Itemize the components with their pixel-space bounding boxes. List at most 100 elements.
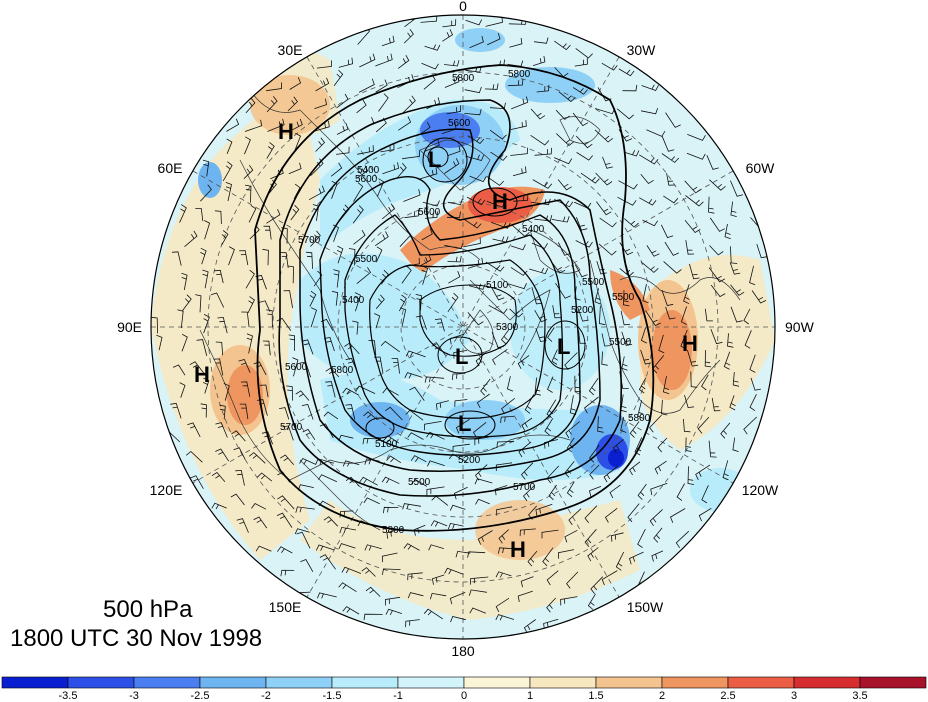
wind-barb [749, 265, 756, 286]
wind-barb [333, 69, 344, 86]
wind-barb [403, 28, 414, 44]
wind-barb [294, 528, 310, 535]
wind-barb [464, 86, 482, 94]
colorbar-swatch [397, 676, 465, 689]
wind-barb [282, 425, 294, 441]
wind-barb [243, 164, 254, 179]
wind-barb [211, 502, 227, 510]
wind-barb [325, 381, 336, 398]
wind-barb [323, 411, 339, 420]
wind-barb [293, 183, 301, 199]
wind-barb [244, 119, 263, 132]
wind-barb [377, 178, 385, 197]
wind-barb [517, 590, 533, 602]
wind-barb [177, 309, 184, 329]
wind-barb [316, 60, 332, 69]
wind-barb [283, 290, 293, 309]
wind-barb [690, 371, 698, 388]
contour-label: 5100 [486, 280, 509, 291]
wind-barb [331, 180, 338, 199]
wind-barb [450, 616, 466, 623]
wind-barb [315, 137, 326, 152]
wind-barb [743, 308, 751, 325]
lon-label: 90W [785, 319, 815, 335]
wind-barb [639, 197, 657, 206]
wind-barb [342, 460, 360, 467]
wind-barb [248, 205, 257, 223]
wind-barb [496, 506, 513, 516]
wind-barb [486, 200, 506, 208]
wind-barb [454, 399, 468, 407]
wind-barb [259, 384, 269, 398]
contour-label: 5700 [298, 235, 321, 246]
wind-barb [419, 121, 431, 135]
wind-barb [658, 334, 665, 354]
wind-barb [401, 265, 412, 284]
wind-barb [532, 55, 546, 66]
wind-barb [698, 507, 712, 522]
wind-barb [666, 173, 675, 186]
wind-barb [314, 98, 327, 109]
wind-barb [356, 99, 367, 114]
wind-barb [661, 153, 680, 163]
wind-barb [529, 267, 549, 275]
wind-barb [211, 471, 226, 482]
wind-barb [485, 261, 505, 272]
colorbar-tick-label: -2.5 [191, 690, 210, 702]
wind-barb [640, 349, 652, 365]
contour-label: 5500 [612, 292, 635, 303]
wind-barb [601, 62, 618, 71]
wind-barb [355, 385, 376, 394]
wind-barb [598, 243, 617, 256]
wind-barb [695, 464, 711, 480]
colorbar: -3.5 -3 -2.5 -2 -1.5 -1 0 1 1.5 2 2.5 3 3.5 [1, 676, 927, 702]
wind-barb [354, 292, 361, 312]
wind-barb [420, 15, 438, 23]
colorbar-swatch [1, 676, 69, 689]
wind-barb [495, 597, 510, 613]
wind-barb [342, 606, 360, 615]
wind-barb [467, 551, 486, 558]
wind-barb [629, 421, 640, 438]
wind-barb [751, 290, 767, 304]
wind-barb [519, 528, 536, 537]
contour-label: 5600 [285, 362, 308, 373]
wind-barb [622, 84, 638, 92]
wind-barb [530, 108, 546, 120]
wind-barb [184, 230, 198, 248]
contour-label: 5800 [628, 413, 651, 424]
wind-barb [557, 549, 575, 559]
wind-barb [407, 432, 424, 440]
wind-barb [601, 351, 608, 366]
wind-barb [555, 109, 570, 120]
wind-barb [638, 154, 659, 165]
wind-barb [266, 309, 273, 328]
wind-barb [650, 482, 668, 496]
wind-barb [554, 157, 573, 165]
wind-barb [226, 118, 240, 132]
colorbar-tick-label: 1.5 [588, 690, 603, 702]
wind-barb [569, 395, 577, 415]
wind-barb [542, 547, 554, 567]
wind-barb [572, 87, 588, 95]
wind-barb [313, 120, 330, 132]
colorbar-tick-label: 3 [791, 690, 797, 702]
wind-barb [637, 483, 647, 500]
wind-barb [356, 267, 372, 285]
wind-barb [421, 228, 433, 241]
wind-barb [701, 485, 709, 504]
wind-barb [239, 250, 249, 266]
wind-barb [266, 82, 282, 92]
wind-barb [215, 422, 228, 438]
wind-barb [601, 333, 611, 347]
wind-barb [729, 395, 736, 411]
wind-barb [424, 44, 441, 51]
wind-barb [749, 354, 756, 373]
wind-barb [446, 211, 461, 219]
wind-barb [520, 576, 534, 588]
wind-barb [756, 243, 768, 259]
wind-barb [290, 204, 300, 221]
wind-barb [431, 574, 445, 585]
wind-barb [424, 139, 440, 152]
contour-label: 5600 [355, 174, 378, 185]
